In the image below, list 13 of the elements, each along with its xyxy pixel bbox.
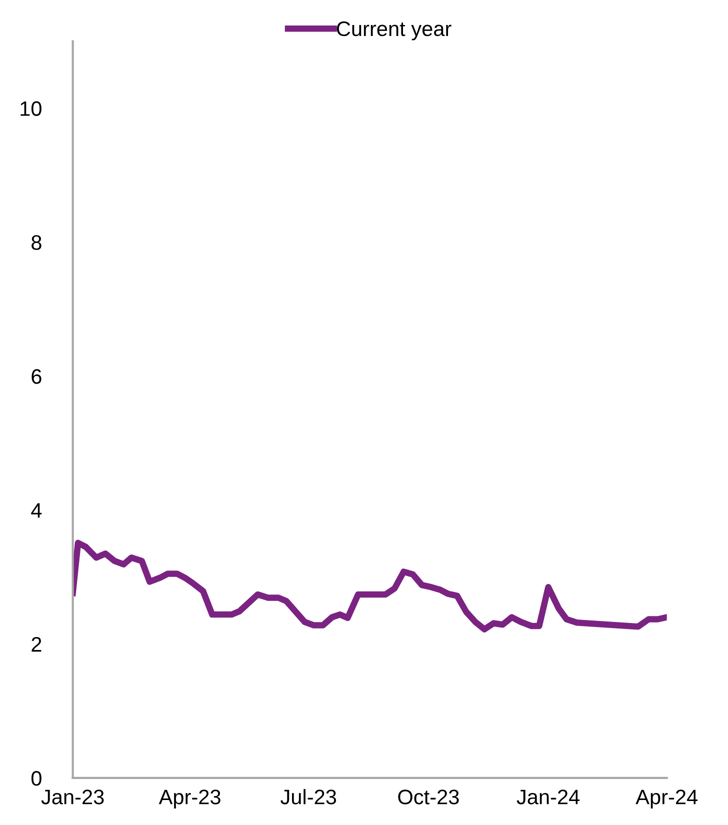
y-tick-label: 2 — [32, 637, 42, 652]
x-tick-label: Jan-23 — [41, 790, 104, 804]
y-tick-label: 8 — [32, 235, 42, 250]
x-tick-label: Jul-23 — [280, 789, 336, 804]
x-tick-label: Apr-23 — [158, 790, 220, 809]
x-tick-label: Jan-24 — [516, 790, 580, 804]
y-tick-label: 0 — [31, 770, 42, 786]
y-tick-label: 4 — [31, 503, 42, 518]
y-tick-label: 6 — [32, 369, 42, 384]
legend-label: Current year — [336, 21, 452, 40]
x-tick-label: Oct-23 — [398, 790, 459, 804]
y-tick-label: 10 — [20, 101, 42, 116]
x-tick-label: Apr-24 — [636, 790, 698, 809]
